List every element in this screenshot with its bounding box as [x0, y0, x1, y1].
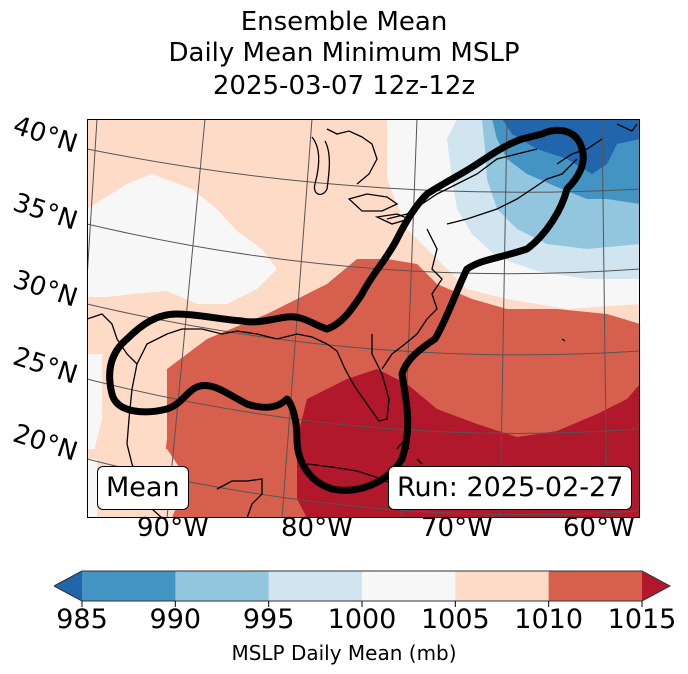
zone-1000-1005-southwest: [87, 459, 97, 518]
colorbar-tick-label-990: 990: [149, 604, 202, 635]
colorbar-segment-985-990: [82, 571, 176, 601]
colorbar-tick-label-985: 985: [56, 604, 108, 635]
colorbar: [54, 570, 672, 607]
title-line-3: 2025-03-07 12z-12z: [212, 71, 476, 101]
lat-label-25n: 25°N: [9, 341, 81, 391]
lat-label-30n: 30°N: [9, 264, 81, 314]
annotation-mean: Mean: [97, 466, 189, 510]
colorbar-segment-995-1000: [268, 571, 363, 601]
title-line-2: Daily Mean Minimum MSLP: [168, 38, 520, 68]
colorbar-under-arrow: [54, 571, 82, 601]
lat-label-20n: 20°N: [9, 418, 81, 468]
pressure-map: [87, 119, 640, 518]
zone-1000-1005-west: [87, 174, 277, 304]
lon-label-90w: 90°W: [137, 513, 209, 543]
lon-label-60w: 60°W: [563, 513, 635, 543]
colorbar-tick-label-1015: 1015: [607, 604, 677, 635]
colorbar-segment-990-995: [175, 571, 270, 601]
lat-label-35n: 35°N: [9, 187, 81, 237]
lat-label-40n: 40°N: [9, 110, 81, 160]
threshold-contour: [106, 126, 587, 494]
annotation-run: Run: 2025-02-27: [388, 466, 633, 510]
coastlines: [87, 123, 638, 518]
colorbar-tick-label-995: 995: [242, 604, 295, 635]
colorbar-over-arrow: [642, 571, 670, 601]
colorbar-tick-label-1010: 1010: [514, 604, 584, 635]
colorbar-segment-1000-1005: [362, 571, 456, 601]
annotation-mean-text: Mean: [106, 472, 180, 503]
colorbar-tick-label-1005: 1005: [420, 604, 490, 635]
colorbar-segment-1010-1015: [548, 571, 643, 601]
colorbar-segment-1005-1010: [455, 571, 550, 601]
annotation-run-text: Run: 2025-02-27: [397, 472, 624, 503]
colorbar-tick-label-1000: 1000: [327, 604, 397, 635]
lon-label-70w: 70°W: [421, 513, 493, 543]
title-line-1: Ensemble Mean: [240, 7, 448, 37]
colorbar-label: MSLP Daily Mean (mb): [231, 641, 457, 665]
lon-label-80w: 80°W: [281, 513, 353, 543]
